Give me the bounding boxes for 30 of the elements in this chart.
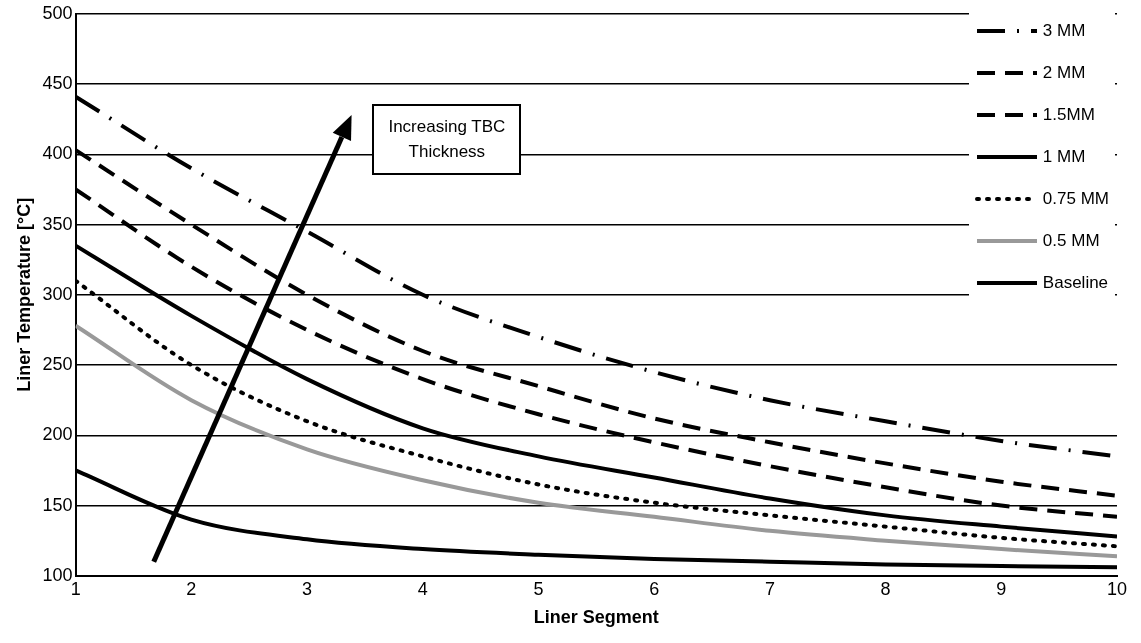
y-tick-label: 250 (42, 354, 73, 375)
x-tick-label: 7 (764, 578, 775, 599)
y-tick-label: 100 (42, 564, 73, 585)
y-tick-label: 450 (42, 73, 73, 94)
y-tick-label: 150 (42, 494, 73, 515)
x-tick-label: 8 (880, 578, 891, 599)
legend-label: 3 MM (1042, 20, 1086, 41)
y-axis-title: Liner Temperature [°C] (13, 197, 34, 392)
line-series (75, 323, 1117, 559)
legend-label: 2 MM (1042, 62, 1086, 83)
x-tick-label: 6 (649, 578, 660, 599)
x-tick-label: 3 (302, 578, 313, 599)
x-axis-title: Liner Segment (533, 607, 659, 628)
y-tick-label: 400 (42, 143, 73, 164)
legend-label: 1.5MM (1042, 104, 1095, 125)
y-tick-label: 300 (42, 283, 73, 304)
legend-label: 1 MM (1042, 146, 1086, 167)
annotation: Increasing TBC Thickness (372, 103, 522, 175)
x-tick-label: 10 (1106, 578, 1128, 599)
x-tick-label: 2 (186, 578, 197, 599)
legend-label: 0.75 MM (1042, 188, 1109, 209)
x-tick-label: 5 (533, 578, 544, 599)
legend-label: Baseline (1042, 272, 1109, 293)
x-tick-label: 9 (996, 578, 1007, 599)
y-tick-label: 200 (42, 424, 73, 445)
x-tick-label: 4 (417, 578, 428, 599)
y-tick-label: 350 (42, 213, 73, 234)
legend-label: 0.5 MM (1042, 230, 1100, 251)
x-tick-label: 1 (70, 578, 81, 599)
y-tick-label: 500 (42, 2, 73, 23)
